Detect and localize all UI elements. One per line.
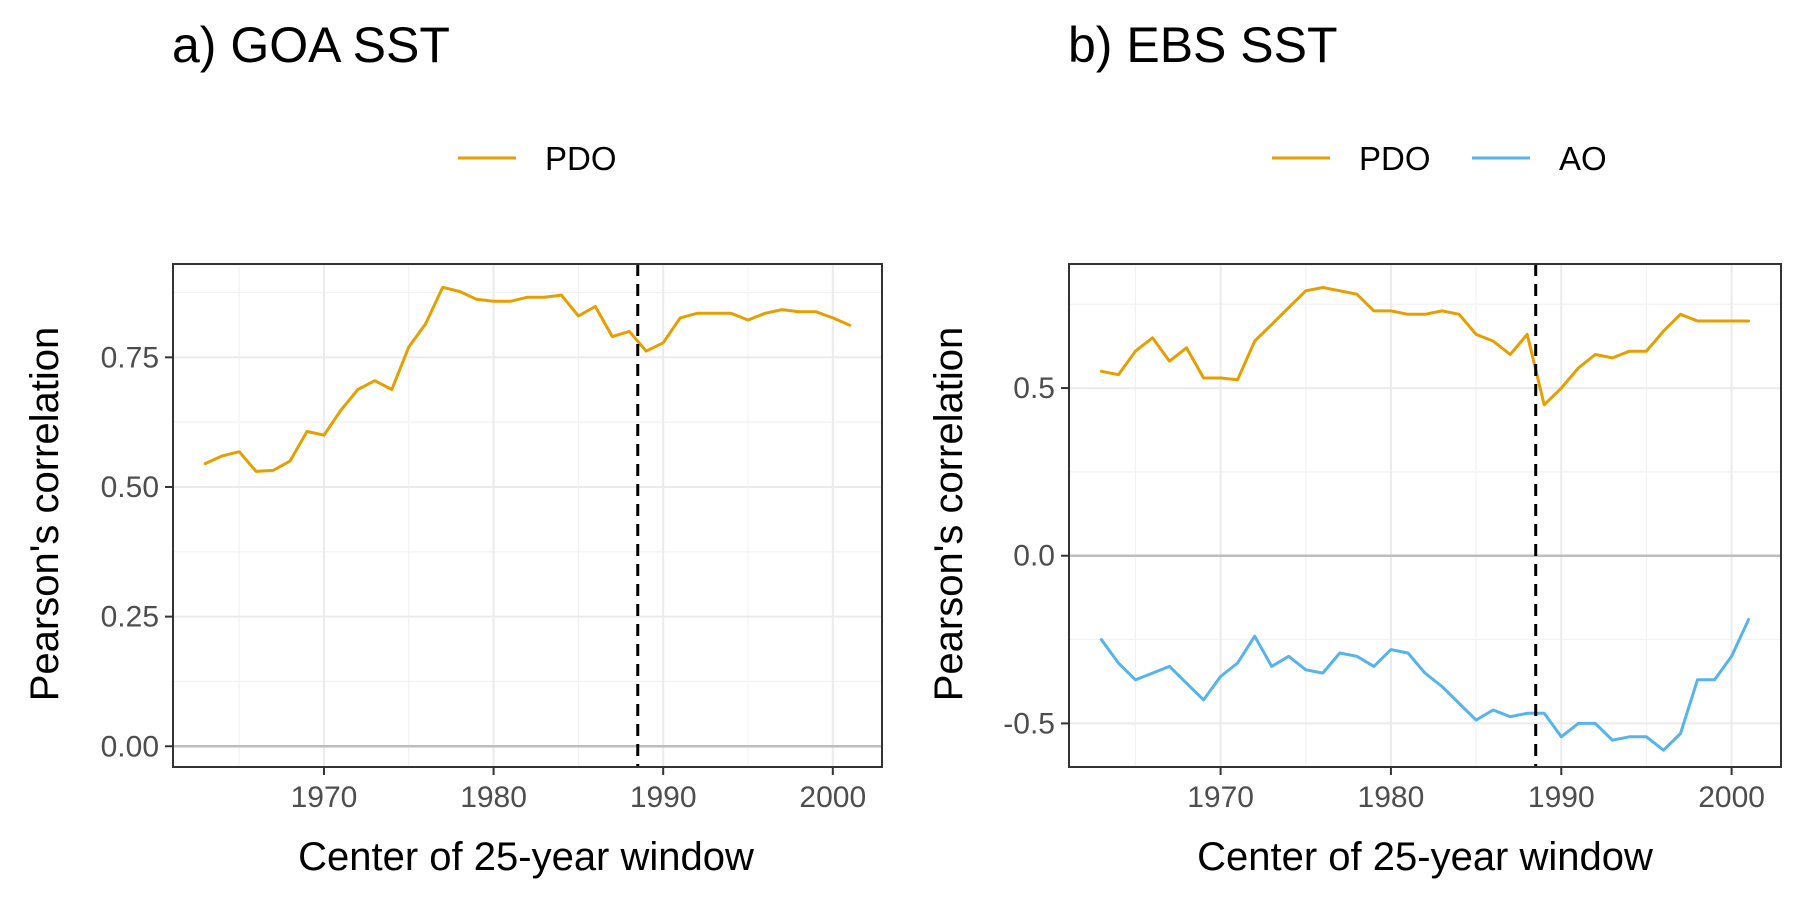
x-tick-label: 2000 <box>799 781 866 814</box>
panel-b-title: b) EBS SST <box>1068 17 1338 73</box>
y-tick-label: -0.5 <box>1003 707 1055 740</box>
x-tick-label: 1990 <box>630 781 697 814</box>
series-line-pdo <box>1099 286 1751 407</box>
y-tick-label: 0.00 <box>101 730 159 763</box>
panel-a: a) GOA SST PDO 1970 1980 1990 2000 0.00 0.25… <box>23 17 883 879</box>
panel-a-legend: PDO <box>458 140 617 177</box>
panel-b-series-lines <box>1099 286 1751 752</box>
x-tick-label: 1980 <box>460 781 527 814</box>
y-tick-label: 0.0 <box>1013 540 1055 573</box>
panel-a-x-axis-title: Center of 25-year window <box>298 835 754 879</box>
panel-a-gridlines <box>173 264 882 767</box>
panel-a-title: a) GOA SST <box>172 17 450 73</box>
panel-b-frame <box>1068 263 1782 768</box>
panel-a-series-lines <box>203 285 852 473</box>
panel-b-x-tick-labels: 1970 1980 1990 2000 <box>1187 781 1765 814</box>
y-tick-label: 0.75 <box>101 341 159 374</box>
x-tick-label: 1970 <box>1187 781 1254 814</box>
panel-a-frame <box>172 263 883 768</box>
panel-a-y-axis-title: Pearson's correlation <box>23 327 67 702</box>
panel-a-legend-label-pdo: PDO <box>545 140 617 177</box>
panel-b: b) EBS SST PDO AO 1970 1980 1990 2000 -0.5 0… <box>927 17 1782 879</box>
panel-b-y-tick-labels: -0.5 0.0 0.5 <box>1003 372 1055 740</box>
x-tick-label: 1980 <box>1358 781 1425 814</box>
x-tick-label: 1970 <box>291 781 358 814</box>
panel-a-tick-marks <box>165 356 834 775</box>
x-tick-label: 1990 <box>1528 781 1595 814</box>
y-tick-label: 0.25 <box>101 601 159 634</box>
y-tick-label: 0.5 <box>1013 372 1055 405</box>
panel-a-y-tick-labels: 0.00 0.25 0.50 0.75 <box>101 341 159 763</box>
panel-b-x-axis-title: Center of 25-year window <box>1197 835 1653 879</box>
panel-b-legend-label-ao: AO <box>1559 140 1607 177</box>
panel-b-tick-marks <box>1061 387 1733 775</box>
panel-b-legend-label-pdo: PDO <box>1359 140 1431 177</box>
panel-b-legend: PDO AO <box>1272 140 1607 177</box>
panel-b-y-axis-title: Pearson's correlation <box>927 327 971 702</box>
series-line-ao <box>1099 618 1751 752</box>
series-line-pdo <box>203 285 852 473</box>
panel-a-x-tick-labels: 1970 1980 1990 2000 <box>291 781 867 814</box>
x-tick-label: 2000 <box>1698 781 1765 814</box>
panel-b-gridlines <box>1069 264 1781 767</box>
y-tick-label: 0.50 <box>101 471 159 504</box>
